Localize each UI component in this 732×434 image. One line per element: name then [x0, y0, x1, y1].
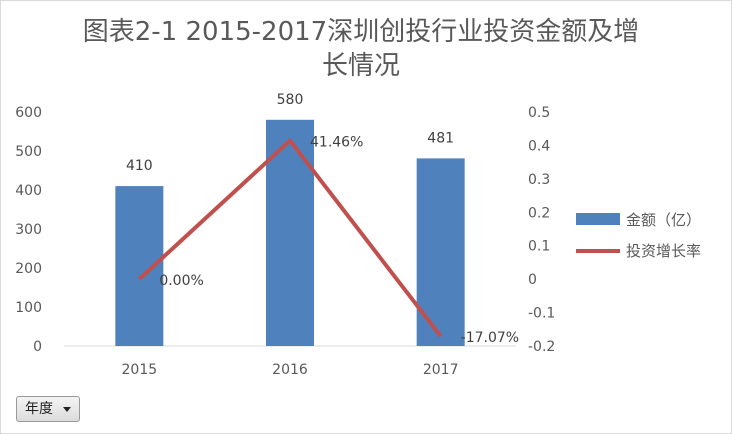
line-data-label: -17.07% [461, 330, 519, 346]
y-right-tick-label: 0.5 [528, 105, 550, 121]
line-data-label: 0.00% [159, 273, 203, 289]
y-right-tick-label: 0.3 [528, 172, 550, 188]
x-tick-label: 2016 [272, 362, 308, 378]
chart-title-line-2: 长情况 [321, 51, 400, 81]
chevron-down-icon [63, 406, 71, 412]
y-left-tick-label: 300 [15, 222, 42, 238]
y-left-tick-label: 600 [15, 105, 42, 121]
year-filter-label: 年度 [25, 401, 53, 417]
bar-data-label: 481 [427, 130, 454, 146]
x-tick-label: 2015 [122, 362, 158, 378]
y-left-tick-label: 100 [15, 300, 42, 316]
chart-title-line-1: 图表2-1 2015-2017深圳创投行业投资金额及增 [82, 17, 640, 47]
y-right-tick-label: 0.4 [528, 138, 550, 154]
y-right-tick-label: -0.2 [528, 339, 555, 355]
growth-rate-line [137, 138, 443, 338]
y-left-tick-label: 500 [15, 144, 42, 160]
legend-label-bar: 金额（亿） [626, 211, 701, 229]
y-right-tick-label: 0.2 [528, 205, 550, 221]
y-right-tick-label: 0.1 [528, 239, 550, 255]
bar-data-label: 580 [277, 92, 304, 108]
bar-data-label: 410 [126, 158, 153, 174]
legend-label-line: 投资增长率 [626, 242, 701, 260]
y-left-tick-label: 0 [33, 339, 42, 355]
legend-swatch-bar [576, 213, 620, 225]
x-tick-label: 2017 [423, 362, 459, 378]
y-right-tick-label: 0 [528, 272, 537, 288]
y-left-tick-label: 400 [15, 183, 42, 199]
year-filter-button[interactable]: 年度 [16, 396, 80, 422]
bar [416, 158, 465, 346]
y-right-tick-label: -0.1 [528, 306, 555, 322]
line-data-label: 41.46% [310, 135, 363, 151]
y-left-tick-label: 200 [15, 261, 42, 277]
chart-title: 图表2-1 2015-2017深圳创投行业投资金额及增 长情况 [41, 15, 681, 83]
